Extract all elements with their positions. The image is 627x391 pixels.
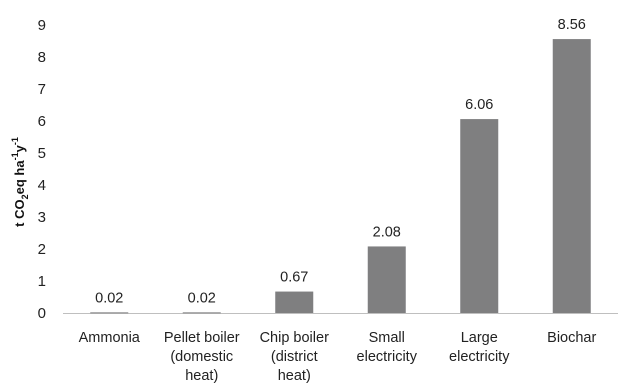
bar bbox=[90, 312, 129, 314]
data-label: 0.02 bbox=[188, 290, 216, 306]
y-tick-label: 9 bbox=[38, 17, 46, 34]
x-tick-label: Pellet boiler (domestic heat) bbox=[164, 330, 240, 384]
x-tick-label: Chip boiler (district heat) bbox=[260, 330, 329, 384]
y-tick-label: 0 bbox=[38, 305, 46, 322]
x-tick-label: Small electricity bbox=[357, 330, 418, 365]
x-axis-categories: Ammonia Pellet boiler (domestic heat) Chip b… bbox=[79, 330, 597, 384]
y-axis: 0 1 2 3 4 5 6 7 8 9 bbox=[38, 17, 46, 322]
data-label: 6.06 bbox=[465, 97, 493, 113]
bar bbox=[367, 246, 406, 313]
bar bbox=[275, 291, 314, 313]
y-tick-label: 5 bbox=[38, 145, 46, 162]
data-label: 0.67 bbox=[280, 270, 308, 286]
y-tick-label: 2 bbox=[38, 241, 46, 258]
y-axis-label-subscript: 2 bbox=[20, 194, 30, 199]
bar bbox=[182, 312, 221, 314]
y-axis-label-superscript-1: -1 bbox=[10, 152, 20, 160]
bar-series bbox=[90, 39, 591, 314]
data-label: 8.56 bbox=[558, 17, 586, 33]
y-tick-label: 7 bbox=[38, 81, 46, 98]
y-axis-label-part-3: y bbox=[12, 144, 27, 152]
y-tick-label: 4 bbox=[38, 177, 46, 194]
x-tick-label: Large electricity bbox=[449, 330, 510, 365]
bar bbox=[552, 39, 591, 314]
x-tick-label: Biochar bbox=[547, 330, 596, 346]
y-tick-label: 6 bbox=[38, 113, 46, 130]
bar bbox=[460, 119, 499, 313]
y-tick-label: 8 bbox=[38, 49, 46, 66]
y-tick-label: 1 bbox=[38, 273, 46, 290]
data-label: 2.08 bbox=[373, 224, 401, 240]
data-label: 0.02 bbox=[95, 290, 123, 306]
y-axis-label-part-2: eq ha bbox=[12, 160, 27, 195]
y-axis-label: t CO2eq ha-1y-1 bbox=[10, 137, 30, 227]
data-labels: 0.02 0.02 0.67 2.08 6.06 8.56 bbox=[95, 17, 586, 306]
x-tick-label: Ammonia bbox=[79, 330, 141, 346]
y-tick-label: 3 bbox=[38, 209, 46, 226]
y-axis-label-part-1: t CO bbox=[12, 199, 27, 226]
y-axis-label-superscript-2: -1 bbox=[10, 137, 20, 145]
